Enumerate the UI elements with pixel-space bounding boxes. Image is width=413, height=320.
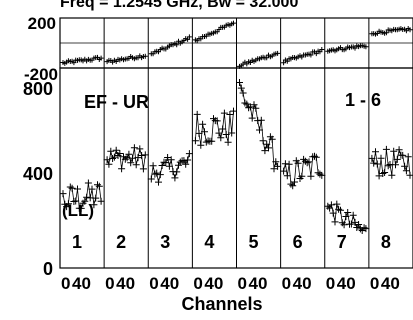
phase-point [383, 30, 389, 36]
x-tick-label: 40 [337, 274, 356, 293]
x-tick-label: 40 [116, 274, 135, 293]
phase-point [275, 50, 281, 56]
amp-tick-400: 400 [23, 164, 53, 184]
x-tick-label: 0 [105, 274, 114, 293]
phase-point [363, 44, 369, 50]
x-tick-label: 0 [149, 274, 158, 293]
phase-point [407, 27, 413, 33]
phase-point [174, 42, 180, 48]
panel-number-label: 8 [381, 232, 391, 252]
phase-point [281, 60, 287, 66]
phase-points [60, 20, 413, 69]
x-tick-label: 0 [238, 274, 247, 293]
amplitude-panel: 800 400 0 EF - UR 1 - 6 (LL) 1 2 3 4 5 6 7 8 [23, 67, 413, 279]
amplitude-series-line [371, 148, 411, 176]
panel-number-label: 7 [337, 232, 347, 252]
amp-tick-0: 0 [43, 259, 53, 279]
amplitude-series-line [150, 153, 190, 183]
x-tick-label: 0 [370, 274, 379, 293]
panel-number-label: 4 [204, 232, 214, 252]
amplitude-series-line [62, 182, 102, 209]
phase-point [308, 52, 314, 58]
x-tick-label: 40 [204, 274, 223, 293]
phase-tick-bottom: -200 [24, 65, 58, 84]
phase-tick-top: 200 [28, 14, 56, 33]
phase-point [319, 47, 325, 52]
phase-panel: 200 -200 [24, 14, 413, 84]
phase-point [142, 53, 148, 59]
panel-number-label: 1 [72, 232, 82, 252]
x-tick-label: 0 [282, 274, 291, 293]
chart-title: Freq = 1.2545 GHz, Bw = 32.000 [60, 0, 298, 11]
x-tick-label: 40 [72, 274, 91, 293]
panel-number-label: 2 [116, 232, 126, 252]
x-tick-labels: 0 40 0 40 0 40 0 40 0 40 0 40 0 40 0 40 [61, 274, 400, 293]
phase-point [231, 20, 236, 26]
amp-tick-800: 800 [23, 79, 53, 99]
phase-point [284, 58, 290, 64]
panel-labels: 1 2 3 4 5 6 7 8 [72, 232, 391, 252]
amplitude-points [59, 79, 413, 234]
amplitude-series-line [239, 82, 278, 169]
phase-point [186, 34, 192, 40]
panel-number-label: 5 [249, 232, 259, 252]
phase-point [98, 55, 104, 61]
x-tick-label: 0 [326, 274, 335, 293]
phase-dividers [103, 18, 370, 68]
amplitude-series-line [106, 147, 146, 169]
x-tick-label: 40 [293, 274, 312, 293]
x-axis-label: Channels [181, 294, 262, 314]
phase-point [264, 55, 270, 61]
x-tick-label: 40 [249, 274, 268, 293]
panel-number-label: 6 [293, 232, 303, 252]
polarization-label: (LL) [62, 201, 94, 220]
baseline-label: EF - UR [84, 92, 149, 112]
x-tick-label: 0 [193, 274, 202, 293]
amplitude-series-line [327, 203, 367, 232]
x-tick-label: 40 [160, 274, 179, 293]
amplitude-series-line [195, 111, 234, 146]
antenna-label: 1 - 6 [345, 90, 381, 110]
amplitude-series-line [283, 155, 323, 187]
x-tick-label: 0 [61, 274, 70, 293]
x-tick-label: 40 [381, 274, 400, 293]
panel-number-label: 3 [160, 232, 170, 252]
amplitude-dividers [103, 68, 370, 268]
